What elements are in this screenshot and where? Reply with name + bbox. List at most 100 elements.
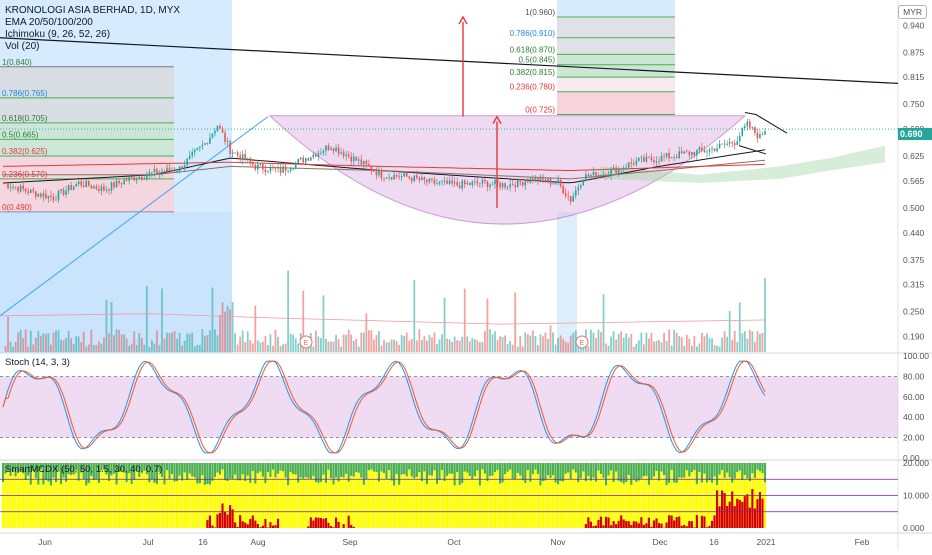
candle-body: [290, 169, 292, 171]
candle-body: [68, 185, 70, 191]
candle-body: [93, 186, 95, 188]
volume-bar: [234, 333, 236, 352]
symbol-title[interactable]: KRONOLOGI ASIA BERHAD, 1D, MYX: [5, 5, 180, 17]
smart-green-bar: [491, 463, 493, 476]
volume-bar: [418, 329, 420, 352]
smart-yellow-bar: [345, 474, 347, 528]
smart-green-bar: [734, 463, 736, 479]
smart-yellow-bar: [416, 477, 418, 528]
candle-body: [171, 170, 173, 171]
candle-body: [196, 148, 198, 150]
smart-red-bar: [713, 515, 715, 528]
smart-green-bar: [469, 463, 471, 476]
candle-body: [257, 164, 259, 169]
candle-body: [169, 168, 171, 171]
smart-green-bar: [547, 463, 549, 475]
smart-yellow-bar: [474, 476, 476, 528]
volume-bar: [136, 345, 138, 352]
indicator-volume-label[interactable]: Vol (20): [5, 41, 180, 53]
smart-green-bar: [302, 463, 304, 479]
smart-green-bar: [325, 463, 327, 483]
candle-body: [683, 152, 685, 154]
smart-red-bar: [658, 523, 660, 528]
smart-green-bar: [638, 463, 640, 480]
candle-body: [113, 183, 115, 188]
candle-body: [623, 168, 625, 170]
smart-yellow-bar: [390, 481, 392, 528]
smart-yellow-bar: [73, 475, 75, 528]
candle-body: [237, 152, 239, 155]
candle-body: [545, 180, 547, 182]
smart-green-bar: [678, 463, 680, 477]
smart-yellow-bar: [408, 470, 410, 528]
smart-green-bar: [214, 463, 216, 477]
stoch-axis-tick: 40.00: [903, 412, 925, 422]
volume-bar: [436, 344, 438, 352]
currency-badge[interactable]: MYR: [898, 5, 927, 19]
smart-green-bar: [421, 463, 423, 481]
smart-green-bar: [683, 463, 685, 478]
smart-red-bar: [221, 503, 223, 528]
smartmcdx-pane-title[interactable]: SmartMCDX (50, 50, 1.5, 30, 40, 0.7): [5, 464, 162, 475]
volume-bar: [762, 333, 764, 352]
smart-green-bar: [232, 463, 234, 480]
volume-bar: [635, 344, 637, 352]
smart-red-bar: [655, 518, 657, 528]
smart-red-bar: [726, 506, 728, 528]
smart-yellow-bar: [189, 473, 191, 528]
smart-green-bar: [247, 463, 249, 476]
smart-red-bar: [234, 522, 236, 528]
volume-bar: [764, 278, 766, 352]
smart-green-bar: [749, 463, 751, 481]
candle-body: [585, 174, 587, 180]
smart-red-bar: [701, 516, 703, 528]
volume-bar: [618, 334, 620, 352]
smart-red-bar: [736, 499, 738, 528]
volume-bar: [590, 330, 592, 352]
volume-bar: [58, 330, 60, 352]
candle-body: [494, 180, 496, 184]
smart-red-bar: [322, 519, 324, 528]
candle-body: [315, 154, 317, 156]
cup-pattern: [270, 116, 745, 224]
indicator-ichimoku-label[interactable]: Ichimoku (9, 26, 52, 26): [5, 29, 180, 41]
volume-bar: [363, 332, 365, 352]
volume-bar: [608, 346, 610, 352]
smart-yellow-bar: [577, 482, 579, 528]
smart-green-bar: [756, 463, 758, 470]
smart-yellow-bar: [272, 470, 274, 528]
smart-yellow-bar: [22, 473, 24, 528]
fib-right-label: 0.5(0.845): [519, 56, 556, 65]
smart-yellow-bar: [83, 480, 85, 528]
candle-body: [431, 179, 433, 180]
smart-green-bar: [312, 463, 314, 476]
volume-bar: [534, 336, 536, 352]
volume-bar: [186, 334, 188, 352]
candle-body: [282, 167, 284, 173]
smart-green-bar: [249, 463, 251, 483]
candle-body: [255, 165, 257, 170]
indicator-ema-label[interactable]: EMA 20/50/100/200: [5, 17, 180, 29]
price-axis-tick: 0.565: [903, 176, 925, 186]
candle-body: [199, 147, 201, 149]
volume-bar: [461, 337, 463, 352]
candle-body: [58, 191, 60, 200]
candle-body: [651, 157, 653, 160]
candle-body: [161, 171, 163, 172]
stoch-pane-title[interactable]: Stoch (14, 3, 3): [5, 357, 70, 368]
smart-green-bar: [211, 463, 213, 481]
smart-yellow-bar: [426, 484, 428, 528]
candle-body: [608, 176, 610, 177]
volume-bar: [128, 346, 130, 352]
volume-bar: [159, 345, 161, 352]
candle-body: [111, 183, 113, 191]
smart-green-bar: [317, 463, 319, 483]
fib-left-label: 0.382(0.625): [2, 147, 48, 156]
price-axis-tick: 0.625: [903, 151, 925, 161]
volume-bar: [176, 339, 178, 352]
smart-yellow-bar: [327, 470, 329, 528]
candle-body: [202, 145, 204, 147]
candle-body: [396, 175, 398, 177]
candle-body: [138, 177, 140, 180]
candle-body: [151, 172, 153, 173]
